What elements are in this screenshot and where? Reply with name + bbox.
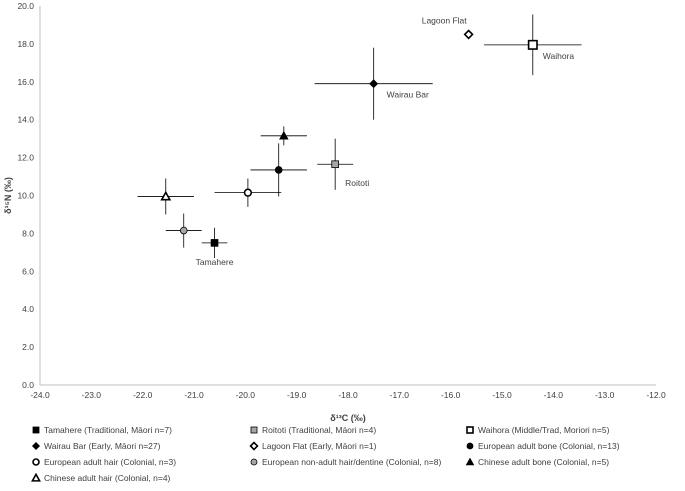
legend-marker bbox=[250, 458, 258, 466]
y-tick-label: 16.0 bbox=[17, 77, 34, 87]
data-point bbox=[463, 29, 474, 40]
data-point bbox=[210, 239, 219, 247]
legend-marker bbox=[466, 426, 474, 434]
legend-entry: European non-adult hair/dentine (Colonia… bbox=[262, 457, 441, 467]
x-tick-label: -24.0 bbox=[30, 390, 50, 400]
x-axis-title: δ¹³C (‰) bbox=[330, 413, 365, 423]
y-tick-label: 0.0 bbox=[22, 380, 34, 390]
y-tick-label: 4.0 bbox=[22, 304, 34, 314]
legend-entry: Waihora (Middle/Trad, Moriori n=5) bbox=[478, 425, 610, 435]
y-tick-label: 14.0 bbox=[17, 115, 34, 125]
x-tick-label: -19.0 bbox=[287, 390, 307, 400]
legend-marker bbox=[31, 472, 41, 482]
y-tick-label: 12.0 bbox=[17, 153, 34, 163]
legend-entry: Chinese adult bone (Colonial, n=5) bbox=[478, 457, 609, 467]
point-label: Roitoti bbox=[345, 178, 369, 188]
legend-entry: Wairau Bar (Early, Māori n=27) bbox=[44, 441, 161, 451]
legend-marker bbox=[249, 441, 259, 451]
x-tick-label: -20.0 bbox=[236, 390, 256, 400]
legend-marker bbox=[32, 458, 40, 466]
legend-marker bbox=[250, 426, 258, 434]
axes: -24.0 -23.0 -22.0 -21.0 -20.0 -19.0 -18.0 -17.0… bbox=[3, 1, 666, 423]
point-label: Wairau Bar bbox=[387, 90, 429, 100]
point-labels: Tamahere Roitoti Waihora Wairau Bar Lagoon F… bbox=[196, 15, 575, 266]
y-axis-title: δ¹⁵N (‰) bbox=[3, 177, 13, 214]
legend-marker bbox=[465, 457, 475, 466]
point-label: Waihora bbox=[543, 51, 575, 61]
data-point bbox=[179, 226, 188, 235]
y-tick-label: 2.0 bbox=[22, 342, 34, 352]
legend-entry: Lagoon Flat (Early, Māori n=1) bbox=[262, 441, 377, 451]
legend-entry: European adult hair (Colonial, n=3) bbox=[44, 457, 176, 467]
legend-marker bbox=[31, 441, 41, 451]
y-tick-labels: 0.0 2.0 4.0 6.0 8.0 10.0 12.0 14.0 16.0 18.0 20.0 bbox=[17, 1, 34, 390]
point-label: Tamahere bbox=[196, 257, 234, 267]
data-point bbox=[527, 39, 538, 50]
point-label: Lagoon Flat bbox=[422, 15, 468, 25]
x-tick-label: -14.0 bbox=[544, 390, 564, 400]
y-tick-label: 6.0 bbox=[22, 266, 34, 276]
legend-entry: Tamahere (Traditional, Māori n=7) bbox=[44, 425, 172, 435]
x-tick-label: -17.0 bbox=[390, 390, 410, 400]
x-tick-label: -18.0 bbox=[338, 390, 358, 400]
data-point bbox=[331, 160, 339, 169]
x-tick-label: -23.0 bbox=[82, 390, 102, 400]
x-tick-label: -22.0 bbox=[133, 390, 153, 400]
y-tick-label: 10.0 bbox=[17, 191, 34, 201]
data-point bbox=[274, 166, 283, 174]
legend: Tamahere (Traditional, Māori n=7) Roitoti… bbox=[31, 425, 620, 483]
data-points bbox=[160, 29, 538, 247]
data-point bbox=[243, 188, 253, 197]
x-tick-label: -15.0 bbox=[492, 390, 512, 400]
error-bars bbox=[137, 14, 582, 259]
y-tick-label: 20.0 bbox=[17, 1, 34, 11]
x-tick-labels: -24.0 -23.0 -22.0 -21.0 -20.0 -19.0 -18.0 -17.0… bbox=[30, 390, 666, 400]
legend-entry: European adult bone (Colonial, n=13) bbox=[478, 441, 620, 451]
legend-marker bbox=[466, 442, 474, 450]
data-point bbox=[369, 79, 379, 89]
legend-entry: Chinese adult hair (Colonial, n=4) bbox=[44, 473, 171, 483]
x-tick-label: -16.0 bbox=[441, 390, 461, 400]
legend-entry: Roitoti (Traditional, Māori n=4) bbox=[262, 425, 376, 435]
data-point bbox=[160, 190, 172, 201]
y-tick-label: 8.0 bbox=[22, 228, 34, 238]
y-tick-label: 18.0 bbox=[17, 39, 34, 49]
x-tick-label: -21.0 bbox=[184, 390, 204, 400]
legend-marker bbox=[32, 426, 40, 434]
x-tick-label: -13.0 bbox=[595, 390, 615, 400]
data-point bbox=[279, 130, 289, 140]
x-tick-label: -12.0 bbox=[646, 390, 666, 400]
